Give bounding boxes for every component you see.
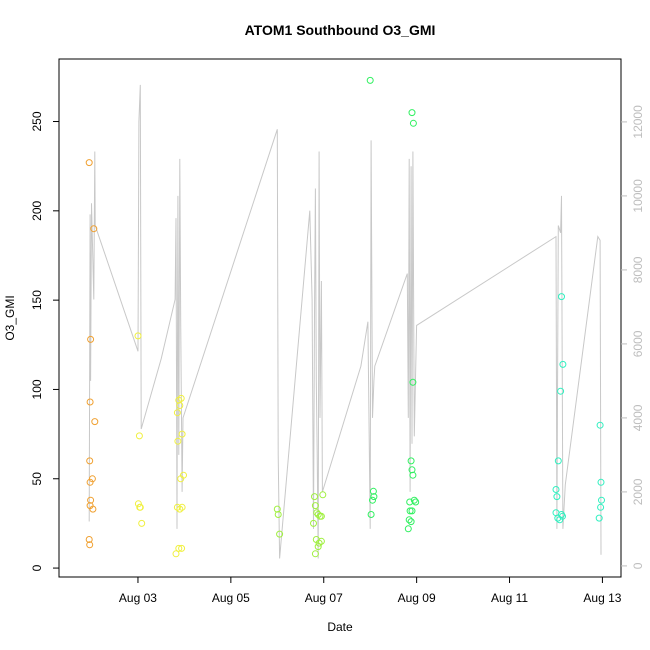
- data-point: [554, 514, 562, 522]
- data-point: [410, 496, 418, 504]
- data-point: [175, 544, 183, 552]
- data-point: [558, 293, 565, 301]
- data-point: [311, 502, 319, 510]
- data-point: [595, 514, 603, 522]
- y-axis-label: O3_GMI: [3, 295, 17, 340]
- data-point: [173, 409, 181, 417]
- y2-tick-label: 4000: [631, 404, 645, 431]
- y2-tick-label: 6000: [631, 330, 645, 357]
- data-point: [89, 505, 97, 513]
- x-tick-label: Aug 11: [491, 591, 528, 605]
- data-point: [176, 402, 184, 409]
- data-point: [409, 471, 417, 479]
- y2-tick-label: 0: [631, 562, 645, 569]
- data-point: [136, 503, 144, 511]
- y-tick-label: 150: [30, 290, 44, 310]
- data-point: [176, 505, 184, 513]
- data-point: [317, 512, 325, 520]
- plot-frame: [58, 58, 622, 578]
- data-points: [85, 76, 605, 558]
- y2-tick-label: 12000: [631, 105, 645, 139]
- x-tick-label: Aug 09: [398, 591, 436, 605]
- data-point: [86, 541, 94, 549]
- data-point: [174, 437, 182, 445]
- x-tick-label: Aug 05: [212, 591, 250, 605]
- data-point: [404, 525, 412, 533]
- data-point: [178, 503, 186, 511]
- data-point: [596, 421, 604, 429]
- data-point: [134, 500, 142, 508]
- data-point: [409, 119, 417, 127]
- data-point: [87, 335, 95, 343]
- x-tick-label: Aug 13: [583, 591, 621, 605]
- data-point: [366, 76, 374, 84]
- data-point: [134, 332, 142, 340]
- data-point: [85, 159, 93, 167]
- data-point: [311, 493, 318, 501]
- data-point: [135, 432, 143, 440]
- x-tick-label: Aug 07: [305, 591, 343, 605]
- y2-tick-label: 8000: [631, 256, 645, 283]
- data-point: [86, 478, 94, 486]
- data-point: [90, 225, 98, 233]
- y2-tick-label: 2000: [631, 478, 645, 505]
- data-point: [408, 507, 416, 515]
- data-point: [557, 387, 565, 395]
- y-tick-label: 50: [30, 472, 44, 486]
- data-point: [597, 478, 605, 486]
- data-point: [177, 475, 185, 483]
- data-point: [87, 496, 95, 504]
- data-point: [274, 511, 282, 518]
- data-point: [85, 536, 93, 543]
- data-point: [407, 457, 415, 465]
- data-point: [311, 550, 319, 558]
- data-point: [407, 518, 415, 526]
- data-point: [315, 539, 323, 547]
- data-point: [554, 457, 562, 465]
- data-point: [553, 493, 561, 501]
- data-point: [177, 394, 185, 402]
- data-point: [409, 378, 417, 386]
- data-point: [86, 457, 94, 465]
- data-point: [86, 398, 94, 406]
- data-point: [91, 418, 99, 426]
- data-point: [138, 519, 146, 527]
- y-tick-label: 100: [30, 379, 44, 399]
- data-point: [559, 360, 567, 368]
- y-tick-label: 0: [30, 564, 44, 571]
- data-point: [88, 475, 96, 483]
- data-point: [367, 511, 375, 518]
- data-point: [317, 537, 325, 545]
- y-tick-label: 200: [30, 200, 44, 220]
- data-point: [178, 544, 186, 552]
- secondary-y-axis: 0 2000 4000 6000 8000 10000 12000: [621, 105, 645, 569]
- data-point: [370, 493, 378, 501]
- data-point: [597, 503, 605, 511]
- data-point: [369, 496, 376, 504]
- y-axis: 0 50 100 150 200 250: [30, 111, 59, 571]
- data-point: [314, 543, 322, 551]
- data-point: [412, 498, 420, 506]
- data-point: [178, 430, 186, 438]
- data-point: [405, 516, 413, 524]
- data-point: [319, 491, 327, 499]
- y-tick-label: 250: [30, 111, 44, 131]
- data-point: [172, 550, 180, 558]
- data-point: [310, 519, 317, 527]
- chart-title: ATOM1 Southbound O3_GMI: [245, 22, 436, 38]
- data-point: [369, 487, 377, 495]
- altitude-line-path: [88, 84, 602, 559]
- altitude-line: [88, 84, 602, 559]
- data-point: [276, 530, 284, 538]
- x-axis-label: Date: [327, 620, 353, 634]
- x-axis: Aug 03 Aug 05 Aug 07 Aug 09 Aug 11 Aug 13: [119, 577, 622, 605]
- data-point: [598, 496, 605, 504]
- data-point: [559, 512, 566, 520]
- data-point: [408, 109, 416, 117]
- data-point: [406, 507, 414, 515]
- data-point: [552, 486, 560, 493]
- y2-tick-label: 10000: [631, 179, 645, 213]
- x-tick-label: Aug 03: [119, 591, 157, 605]
